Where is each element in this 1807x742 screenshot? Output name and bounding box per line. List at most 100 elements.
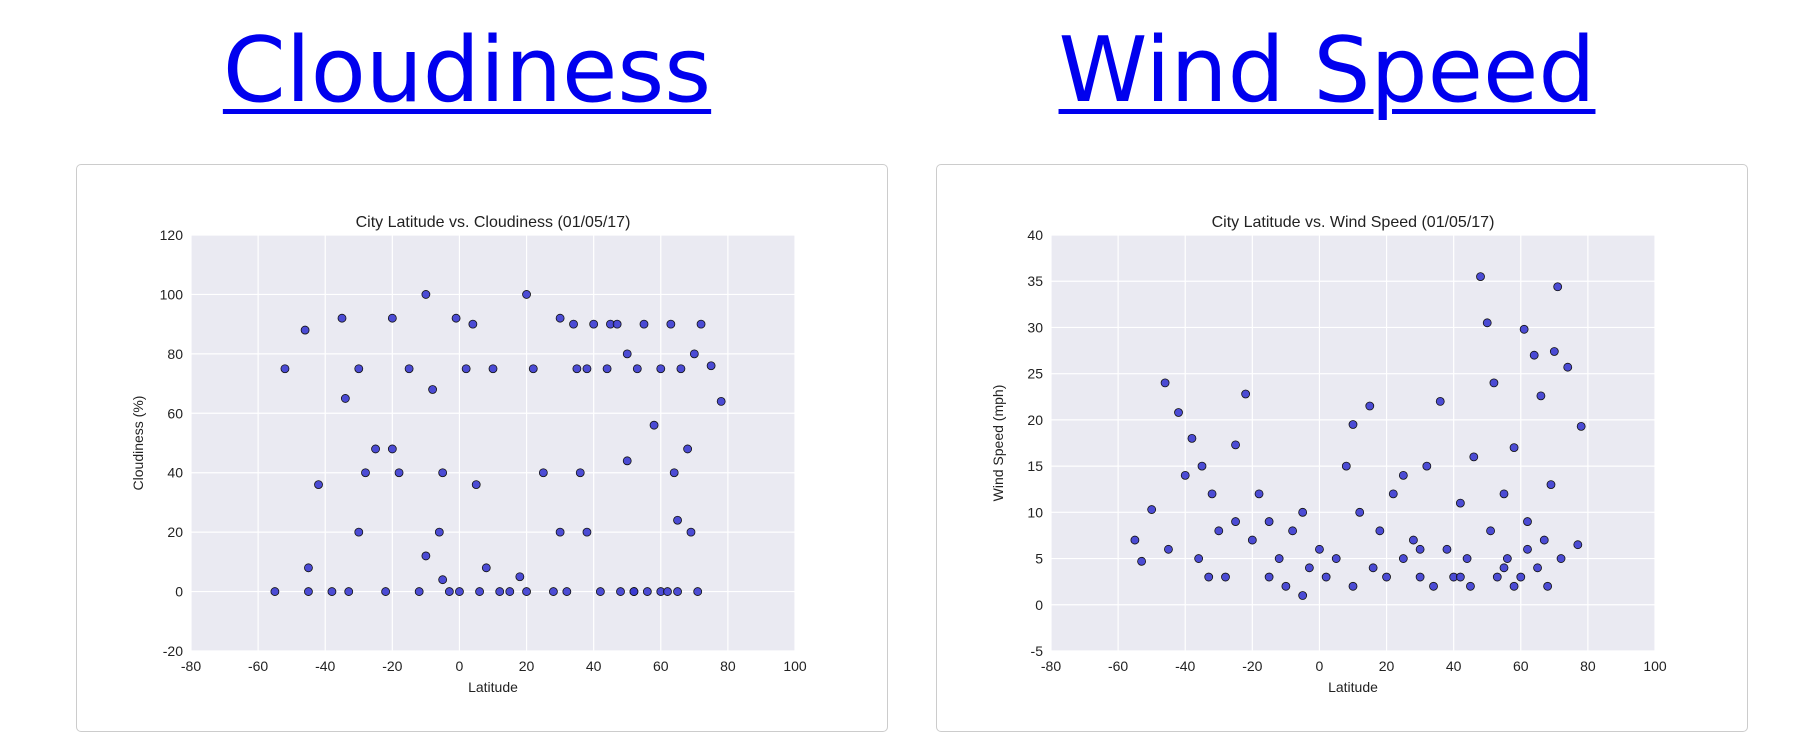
- point: [1321, 572, 1331, 582]
- point: [528, 364, 538, 374]
- point: [1298, 591, 1308, 600]
- y-tick-label: 40: [1027, 227, 1043, 243]
- heading-link[interactable]: Cloudiness: [222, 18, 712, 123]
- point: [1194, 554, 1204, 563]
- chart-title: City Latitude vs. Wind Speed (01/05/17): [1212, 214, 1495, 231]
- y-tick-label: 0: [175, 584, 183, 600]
- x-tick-label: 40: [1446, 658, 1462, 674]
- point: [361, 468, 370, 478]
- point: [595, 587, 605, 596]
- point: [468, 319, 478, 329]
- point: [481, 563, 491, 573]
- y-tick-label: 0: [1035, 597, 1043, 613]
- point: [327, 587, 337, 596]
- point: [632, 364, 642, 374]
- point: [1388, 489, 1398, 499]
- point: [1429, 581, 1438, 591]
- x-axis-label: Latitude: [468, 679, 518, 695]
- point: [589, 319, 599, 329]
- point: [505, 587, 515, 596]
- point: [666, 319, 676, 329]
- point: [622, 349, 632, 359]
- y-tick-label: 40: [167, 465, 183, 481]
- x-tick-label: -80: [1041, 658, 1061, 674]
- point: [1523, 544, 1532, 554]
- point: [1197, 461, 1207, 471]
- point: [1315, 544, 1324, 554]
- point: [1516, 572, 1526, 582]
- y-tick-label: -20: [163, 643, 183, 659]
- point: [1207, 489, 1217, 499]
- point: [1462, 554, 1472, 563]
- point: [1137, 556, 1147, 566]
- point: [669, 468, 679, 478]
- point: [1187, 433, 1197, 443]
- chart-panel: -80 -60 -40 -20 0 20 40 60 80 100 -20 0 20 40 60 80 100 1…: [76, 164, 888, 732]
- y-tick-label: 80: [167, 346, 183, 362]
- y-tick-label: -5: [1031, 643, 1044, 659]
- y-tick-label: 20: [167, 524, 183, 540]
- point: [1355, 507, 1365, 517]
- plot-background: [1051, 235, 1655, 651]
- point: [1549, 347, 1559, 356]
- point: [1365, 401, 1375, 411]
- point: [1375, 526, 1385, 536]
- point: [1382, 572, 1391, 582]
- chart: -80 -60 -40 -20 0 20 40 60 80 100 -20 0 20 40 60 80 100 1…: [130, 214, 807, 695]
- point: [394, 468, 404, 478]
- y-tick-label: 25: [1027, 366, 1043, 382]
- point: [642, 587, 652, 596]
- point: [428, 385, 438, 394]
- point: [716, 396, 726, 406]
- point: [1398, 470, 1408, 480]
- chart: -80 -60 -40 -20 0 20 40 60 80 100 -5 0 5 10 15 20 25 30 35…: [990, 214, 1667, 695]
- point: [1264, 572, 1274, 582]
- y-tick-label: 100: [160, 286, 184, 302]
- point: [1408, 535, 1418, 545]
- point: [475, 587, 484, 596]
- point: [1499, 489, 1509, 499]
- x-tick-label: 20: [1379, 658, 1395, 674]
- y-tick-label: 120: [160, 227, 184, 243]
- point: [689, 349, 699, 359]
- point: [1415, 572, 1425, 582]
- x-tick-label: -40: [1175, 658, 1195, 674]
- point: [344, 587, 354, 596]
- point: [569, 319, 578, 329]
- point: [572, 364, 582, 374]
- point: [622, 456, 632, 466]
- point: [1130, 535, 1140, 545]
- point: [602, 364, 612, 374]
- point: [495, 587, 505, 596]
- point: [1509, 443, 1519, 453]
- y-axis-label: Wind Speed (mph): [990, 385, 1006, 502]
- point: [1509, 581, 1519, 591]
- point: [693, 587, 703, 596]
- point: [676, 364, 686, 374]
- y-tick-label: 5: [1035, 551, 1043, 567]
- x-tick-label: 0: [456, 658, 464, 674]
- x-tick-label: 60: [1513, 658, 1529, 674]
- point: [304, 563, 313, 573]
- point: [438, 468, 448, 478]
- point: [381, 587, 391, 596]
- point: [340, 394, 350, 403]
- point: [1331, 554, 1341, 563]
- point: [1204, 572, 1214, 582]
- point: [616, 587, 625, 596]
- x-tick-label: -60: [248, 658, 268, 674]
- point: [1536, 391, 1546, 401]
- point: [1563, 362, 1573, 372]
- heading-link[interactable]: Wind Speed: [1058, 18, 1596, 123]
- y-tick-label: 15: [1027, 458, 1043, 474]
- point: [421, 551, 431, 561]
- point: [548, 587, 558, 596]
- point: [371, 444, 380, 454]
- point: [414, 587, 424, 596]
- point: [1231, 440, 1240, 450]
- y-tick-label: 20: [1027, 412, 1043, 428]
- point: [1529, 350, 1539, 360]
- point: [562, 587, 572, 596]
- point: [1341, 461, 1351, 471]
